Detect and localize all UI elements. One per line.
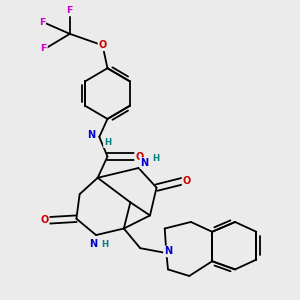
Text: F: F [40,44,47,53]
Text: H: H [152,154,159,163]
Text: N: N [164,246,172,256]
Text: N: N [140,158,148,168]
Text: N: N [87,130,95,140]
Text: H: H [104,138,111,147]
Text: O: O [40,215,49,225]
Text: O: O [135,152,143,161]
Text: F: F [67,7,73,16]
Text: O: O [182,176,191,186]
Text: O: O [98,40,107,50]
Text: H: H [102,240,109,249]
Text: N: N [89,239,97,249]
Text: F: F [39,18,45,27]
